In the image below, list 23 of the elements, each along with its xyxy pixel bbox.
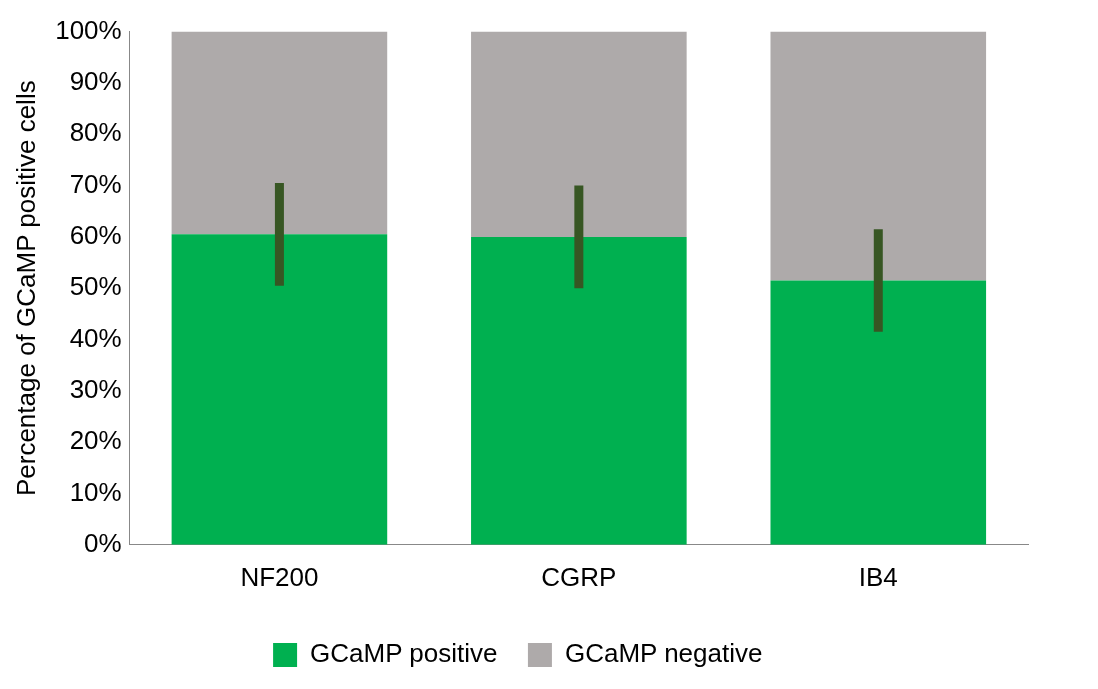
x-tick-label: CGRP bbox=[541, 561, 617, 592]
y-tick-label: 10% bbox=[69, 476, 122, 507]
legend-label: GCaMP negative bbox=[564, 638, 763, 669]
bar bbox=[770, 31, 987, 281]
legend-label: GCaMP positive bbox=[310, 638, 498, 669]
y-tick-label: 0% bbox=[84, 527, 122, 558]
y-tick-label: 50% bbox=[69, 271, 122, 302]
y-tick-label: 30% bbox=[69, 374, 122, 405]
y-tick-label: 100% bbox=[55, 14, 122, 45]
y-tick-label: 70% bbox=[69, 168, 122, 199]
y-tick-label: 20% bbox=[69, 425, 122, 456]
x-tick-label: NF200 bbox=[240, 561, 319, 592]
y-tick-label: 60% bbox=[69, 220, 122, 251]
y-tick-label: 40% bbox=[69, 322, 122, 353]
bar bbox=[471, 236, 687, 545]
bar bbox=[171, 234, 388, 545]
bar bbox=[171, 31, 388, 235]
y-tick-label: 80% bbox=[69, 117, 122, 148]
y-tick-label: 90% bbox=[69, 66, 122, 97]
y-axis-title: Percentage of GCaMP positive cells bbox=[10, 80, 41, 497]
x-tick-label: IB4 bbox=[858, 561, 898, 592]
bar bbox=[471, 31, 687, 237]
bar bbox=[770, 280, 987, 545]
